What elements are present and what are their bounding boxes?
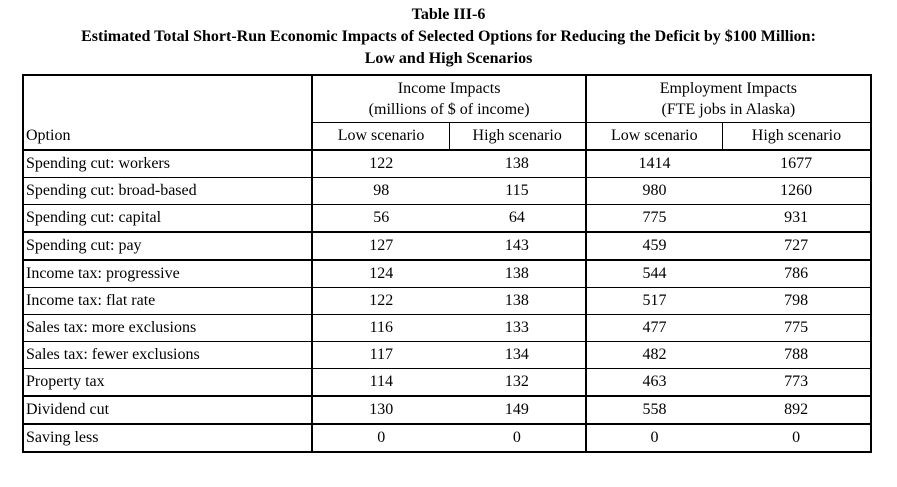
employment-low-cell: 477 bbox=[584, 314, 723, 342]
income-low-cell: 130 bbox=[312, 395, 450, 424]
income-low-cell: 116 bbox=[312, 314, 450, 342]
option-cell: Sales tax: more exclusions bbox=[23, 314, 314, 342]
table-subtitle: Low and High Scenarios bbox=[364, 50, 533, 67]
employment-high-cell: 773 bbox=[722, 368, 871, 396]
employment-high-header: High scenario bbox=[722, 122, 871, 150]
income-high-cell: 132 bbox=[449, 368, 586, 396]
group-header-row: Income Impacts (millions of $ of income)… bbox=[23, 75, 871, 123]
table-title: Estimated Total Short-Run Economic Impac… bbox=[81, 28, 816, 45]
impacts-table: Income Impacts (millions of $ of income)… bbox=[22, 74, 872, 453]
income-high-cell: 143 bbox=[449, 231, 586, 260]
table-row: Spending cut: workers 122 138 1414 1677 bbox=[23, 149, 871, 178]
table-row: Property tax 114 132 463 773 bbox=[23, 368, 871, 396]
table-row: Dividend cut 130 149 558 892 bbox=[23, 395, 871, 424]
table-row: Sales tax: fewer exclusions 117 134 482 788 bbox=[23, 341, 871, 369]
employment-low-cell: 558 bbox=[584, 395, 723, 424]
income-high-cell: 138 bbox=[449, 149, 586, 178]
income-high-cell: 134 bbox=[449, 341, 586, 369]
employment-high-cell: 931 bbox=[722, 204, 871, 232]
employment-high-cell: 798 bbox=[722, 287, 871, 315]
employment-low-cell: 517 bbox=[584, 287, 723, 315]
employment-low-cell: 775 bbox=[584, 204, 723, 232]
income-low-cell: 117 bbox=[312, 341, 450, 369]
income-high-header: High scenario bbox=[449, 122, 586, 150]
table-row: Saving less 0 0 0 0 bbox=[23, 423, 871, 452]
income-high-cell: 149 bbox=[449, 395, 586, 424]
income-high-cell: 0 bbox=[449, 423, 586, 452]
income-high-cell: 64 bbox=[449, 204, 586, 232]
employment-low-cell: 0 bbox=[584, 423, 723, 452]
option-cell: Saving less bbox=[23, 423, 314, 452]
income-impacts-header: Income Impacts (millions of $ of income) bbox=[312, 75, 585, 123]
employment-high-cell: 892 bbox=[722, 395, 871, 424]
option-cell: Dividend cut bbox=[23, 395, 314, 424]
employment-impacts-header: Employment Impacts (FTE jobs in Alaska) bbox=[584, 75, 871, 123]
income-high-cell: 138 bbox=[449, 287, 586, 315]
employment-low-header: Low scenario bbox=[584, 122, 723, 150]
option-cell: Property tax bbox=[23, 368, 314, 396]
option-cell: Spending cut: pay bbox=[23, 231, 314, 260]
income-low-cell: 122 bbox=[312, 287, 450, 315]
income-impacts-units: (millions of $ of income) bbox=[368, 101, 530, 118]
employment-impacts-units: (FTE jobs in Alaska) bbox=[661, 101, 796, 118]
employment-low-cell: 544 bbox=[584, 259, 723, 288]
option-cell: Spending cut: capital bbox=[23, 204, 314, 232]
option-column-header: Option bbox=[23, 122, 314, 150]
employment-high-cell: 775 bbox=[722, 314, 871, 342]
income-low-header: Low scenario bbox=[312, 122, 450, 150]
table-row: Income tax: flat rate 122 138 517 798 bbox=[23, 287, 871, 315]
table-row: Income tax: progressive 124 138 544 786 bbox=[23, 259, 871, 288]
income-impacts-label: Income Impacts bbox=[397, 80, 501, 97]
income-low-cell: 114 bbox=[312, 368, 450, 396]
employment-high-cell: 786 bbox=[722, 259, 871, 288]
employment-low-cell: 459 bbox=[584, 231, 723, 260]
income-high-cell: 115 bbox=[449, 177, 586, 205]
employment-impacts-label: Employment Impacts bbox=[659, 80, 798, 97]
employment-low-cell: 482 bbox=[584, 341, 723, 369]
table-row: Spending cut: broad-based 98 115 980 1260 bbox=[23, 177, 871, 205]
employment-low-cell: 463 bbox=[584, 368, 723, 396]
table-row: Sales tax: more exclusions 116 133 477 775 bbox=[23, 314, 871, 342]
employment-high-cell: 1677 bbox=[722, 149, 871, 178]
option-cell: Income tax: progressive bbox=[23, 259, 314, 288]
option-cell: Sales tax: fewer exclusions bbox=[23, 341, 314, 369]
income-low-cell: 56 bbox=[312, 204, 450, 232]
income-high-cell: 138 bbox=[449, 259, 586, 288]
table-row: Spending cut: capital 56 64 775 931 bbox=[23, 204, 871, 232]
table-row: Spending cut: pay 127 143 459 727 bbox=[23, 231, 871, 260]
column-header-row: Option Low scenario High scenario Low sc… bbox=[23, 122, 871, 150]
employment-high-cell: 0 bbox=[722, 423, 871, 452]
income-low-cell: 124 bbox=[312, 259, 450, 288]
income-low-cell: 0 bbox=[312, 423, 450, 452]
employment-high-cell: 788 bbox=[722, 341, 871, 369]
employment-low-cell: 1414 bbox=[584, 149, 723, 178]
income-low-cell: 127 bbox=[312, 231, 450, 260]
option-cell: Spending cut: broad-based bbox=[23, 177, 314, 205]
option-header-blank bbox=[23, 75, 314, 123]
table-body: Spending cut: workers 122 138 1414 1677 Spend… bbox=[23, 149, 871, 452]
employment-high-cell: 1260 bbox=[722, 177, 871, 205]
income-low-cell: 98 bbox=[312, 177, 450, 205]
option-cell: Spending cut: workers bbox=[23, 149, 314, 178]
table-number: Table III-6 bbox=[411, 6, 486, 23]
employment-low-cell: 980 bbox=[584, 177, 723, 205]
income-low-cell: 122 bbox=[312, 149, 450, 178]
income-high-cell: 133 bbox=[449, 314, 586, 342]
option-cell: Income tax: flat rate bbox=[23, 287, 314, 315]
table-caption: Table III-6 Estimated Total Short-Run Ec… bbox=[0, 4, 897, 70]
employment-high-cell: 727 bbox=[722, 231, 871, 260]
